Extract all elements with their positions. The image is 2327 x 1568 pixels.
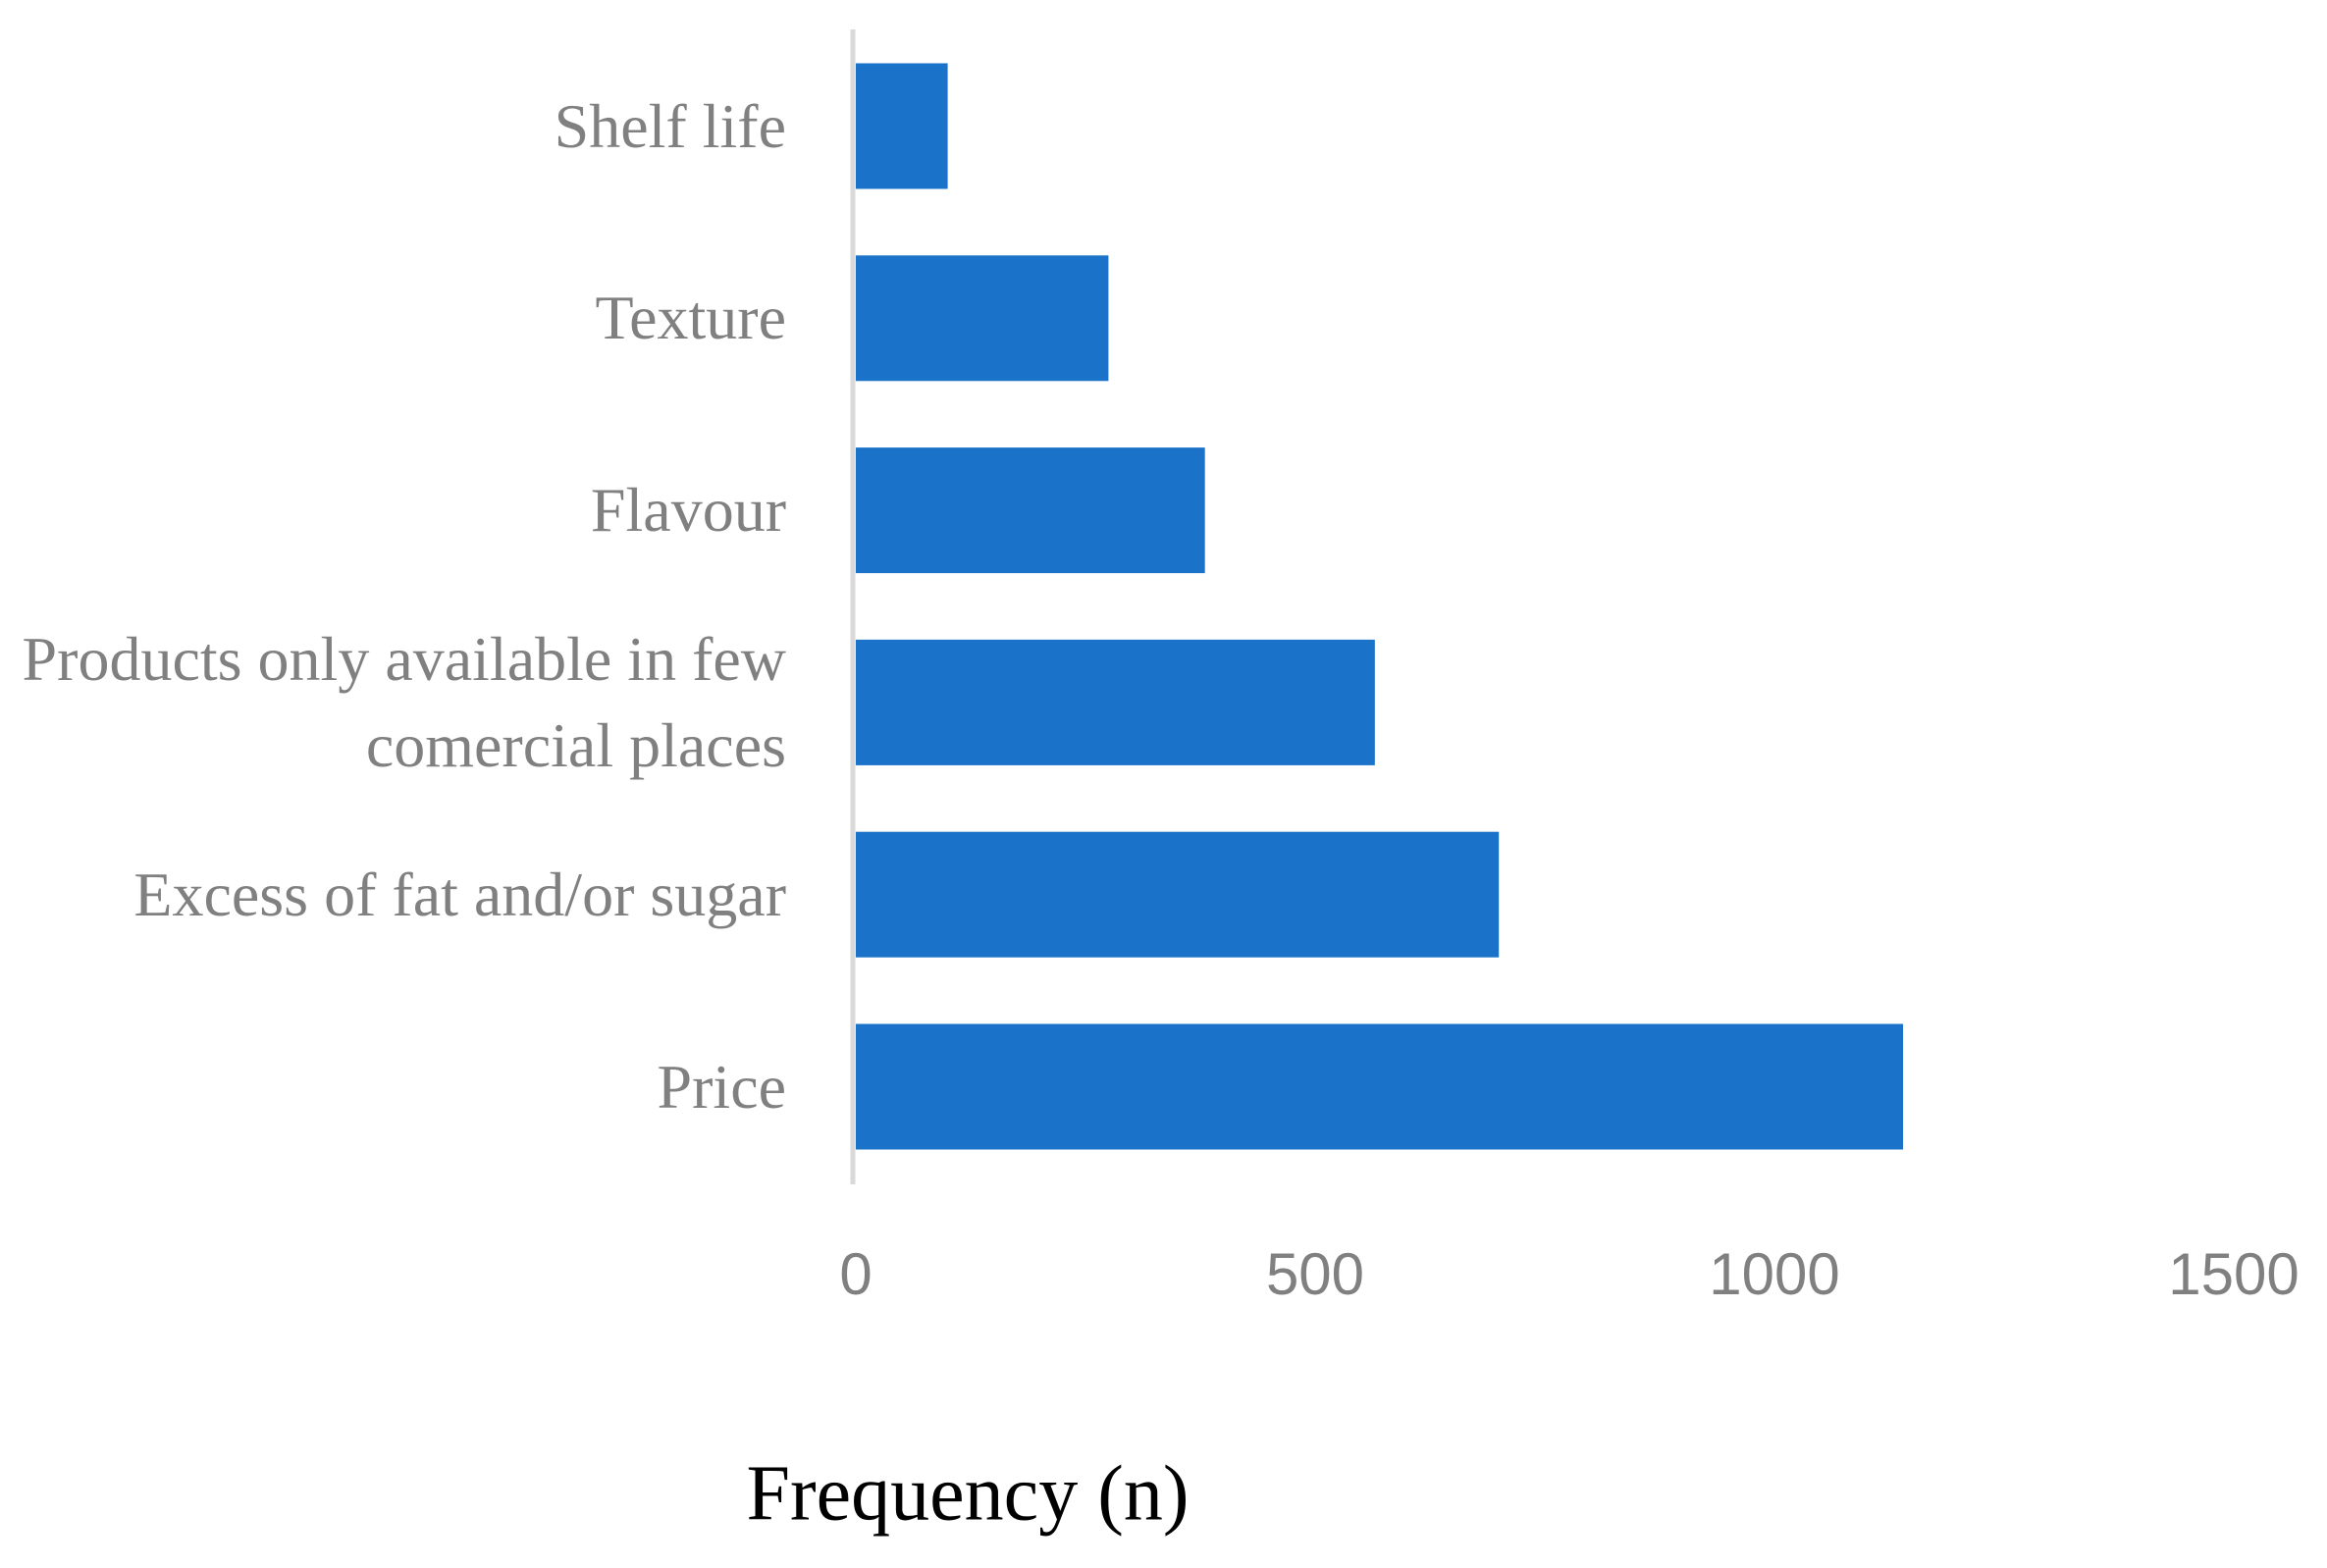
y-tick-label: Price xyxy=(657,1051,787,1122)
y-tick-label: Excess of fat and/or sugar xyxy=(133,859,786,929)
bar xyxy=(856,63,948,189)
bar xyxy=(856,255,1109,382)
y-tick-label: Products only available in few comercial… xyxy=(22,623,786,780)
x-tick-label: 0 xyxy=(839,1241,872,1307)
x-tick-label: 500 xyxy=(1266,1241,1364,1307)
bar xyxy=(856,831,1500,958)
y-tick-label: Shelf life xyxy=(554,90,786,161)
y-tick-label: Flavour xyxy=(590,475,786,546)
x-tick-label: 1000 xyxy=(1709,1241,1839,1307)
bar xyxy=(856,447,1205,574)
bar xyxy=(856,639,1375,765)
bar xyxy=(856,1023,1904,1150)
x-axis-label: Frequency (n) xyxy=(747,1450,1190,1537)
x-tick-label: 1500 xyxy=(2168,1241,2299,1307)
y-tick-label: Texture xyxy=(595,283,786,353)
